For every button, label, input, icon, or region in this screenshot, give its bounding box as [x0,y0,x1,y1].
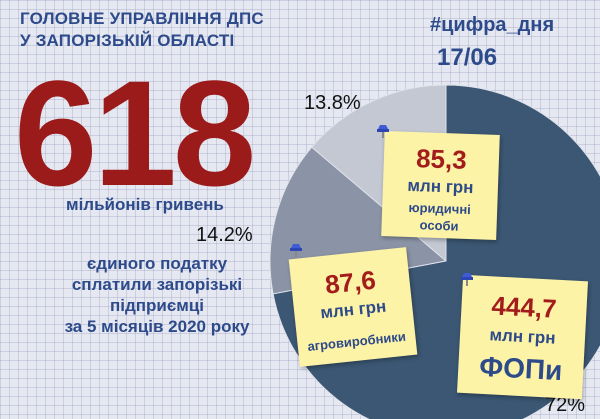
note-fop-unit: млн грн [489,325,557,348]
note-legal: 85,3 млн грн юридичні особи [381,131,500,240]
note-fop-value: 444,7 [490,290,558,324]
note-legal-label-1: юридичні [408,199,472,218]
headline-description: єдиного податку сплатили запорізькі підп… [64,254,250,336]
hashtag: #цифра_дня [430,14,555,36]
note-agro: 87,6 млн грн агровиробники [288,247,418,367]
note-agro-label: агровиробники [306,328,407,354]
note-legal-unit: млн грн [407,175,474,198]
organization-title: ГОЛОВНЕ УПРАВЛІННЯ ДПС У ЗАПОРІЗЬКІЙ ОБЛ… [20,8,264,52]
note-fop-label: ФОПи [478,350,564,387]
organization-title-line-2: У ЗАПОРІЗЬКІЙ ОБЛАСТІ [20,31,235,50]
pushpin-icon [290,244,302,257]
organization-title-line-1: ГОЛОВНЕ УПРАВЛІННЯ ДПС [20,9,264,28]
slice-legal-percent: 13.8% [304,92,361,114]
note-legal-value: 85,3 [415,143,468,175]
note-legal-label-2: особи [419,217,459,234]
headline-number: 618 [14,49,256,217]
slice-agro-percent: 14.2% [196,224,253,246]
date: 17/06 [437,44,498,71]
headline-unit: мільйонів гривень [66,195,224,214]
pushpin-icon [461,273,473,286]
pushpin-icon [377,125,389,138]
note-fop: 444,7 млн грн ФОПи [456,274,589,400]
slice-fop-percent: 72% [545,394,586,416]
